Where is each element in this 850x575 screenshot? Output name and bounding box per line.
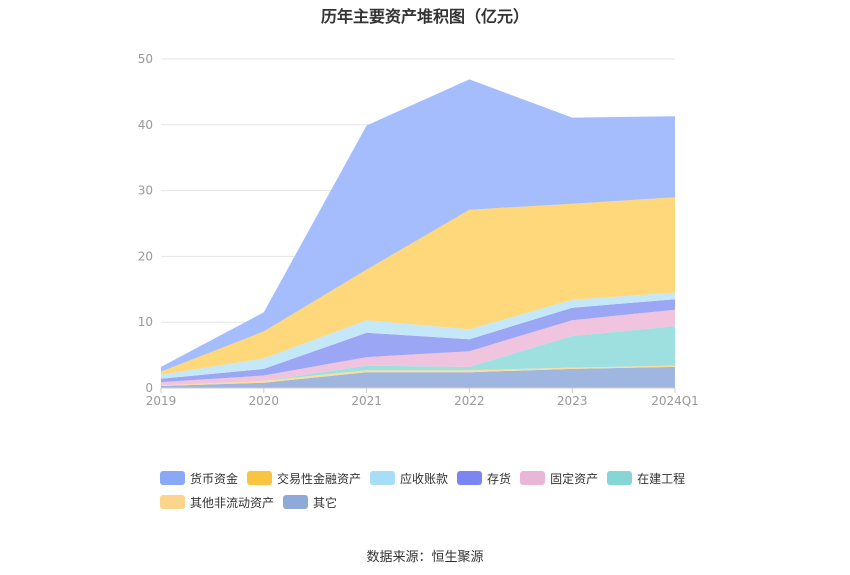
legend-swatch — [160, 471, 185, 485]
legend-item[interactable]: 存货 — [457, 470, 511, 486]
axes: 0 10 20 30 40 50 2019 2020 2021 2022 2023 2024Q1 — [138, 52, 699, 408]
chart-title: 历年主要资产堆积图（亿元） — [320, 7, 529, 26]
area-固定资产 — [161, 309, 675, 386]
area-其它 — [161, 366, 675, 388]
legend-item[interactable]: 在建工程 — [607, 470, 685, 486]
x-tick-label: 2021 — [351, 394, 382, 408]
legend-label: 固定资产 — [550, 471, 599, 486]
area-其他非流动资产 — [161, 365, 675, 386]
y-tick-label: 10 — [138, 315, 153, 329]
legend-swatch — [283, 495, 309, 509]
stacked-area-chart: 0 10 20 30 40 50 2019 2020 2021 2022 2023 2024Q1 — [138, 52, 699, 408]
y-tick-label: 50 — [138, 52, 153, 66]
area-货币资金 — [161, 79, 675, 372]
area-在建工程 — [161, 326, 675, 386]
y-tick-label: 0 — [145, 381, 153, 395]
legend-item[interactable]: 交易性金融资产 — [247, 470, 361, 486]
legend-item[interactable]: 其它 — [283, 494, 337, 510]
legend-item[interactable]: 应收账款 — [370, 470, 448, 486]
y-tick-label: 20 — [138, 249, 153, 263]
legend-swatch — [247, 471, 273, 485]
data-source: 数据来源：恒生聚源 — [366, 550, 484, 565]
x-tick-label: 2019 — [146, 394, 177, 408]
area-应收账款 — [161, 292, 675, 379]
legend-label: 在建工程 — [637, 471, 686, 486]
x-tick-label: 2024Q1 — [651, 394, 699, 408]
legend: 货币资金 交易性金融资产 应收账款 存货 固定资产 在建工程其他非流动资产 其它 — [160, 470, 720, 518]
legend-label: 交易性金融资产 — [277, 471, 362, 486]
legend-swatch — [370, 471, 396, 485]
x-tick-label: 2020 — [249, 394, 280, 408]
y-tick-label: 30 — [138, 184, 153, 198]
legend-swatch — [520, 471, 546, 485]
legend-label: 存货 — [487, 471, 512, 486]
legend-item[interactable]: 固定资产 — [520, 470, 598, 486]
legend-item[interactable]: 其他非流动资产 — [160, 494, 274, 510]
y-tick-label: 40 — [138, 118, 153, 132]
area-series — [161, 79, 675, 388]
x-tick-label: 2022 — [454, 394, 485, 408]
legend-label: 其它 — [313, 495, 338, 510]
area-存货 — [161, 299, 675, 383]
legend-swatch — [457, 471, 483, 485]
legend-label: 其他非流动资产 — [190, 495, 275, 510]
x-tick-label: 2023 — [557, 394, 588, 408]
area-交易性金融资产 — [161, 197, 675, 375]
legend-swatch — [160, 495, 185, 509]
legend-label: 应收账款 — [400, 471, 449, 486]
legend-item[interactable]: 货币资金 — [160, 470, 238, 486]
legend-label: 货币资金 — [190, 471, 239, 486]
legend-swatch — [607, 471, 633, 485]
